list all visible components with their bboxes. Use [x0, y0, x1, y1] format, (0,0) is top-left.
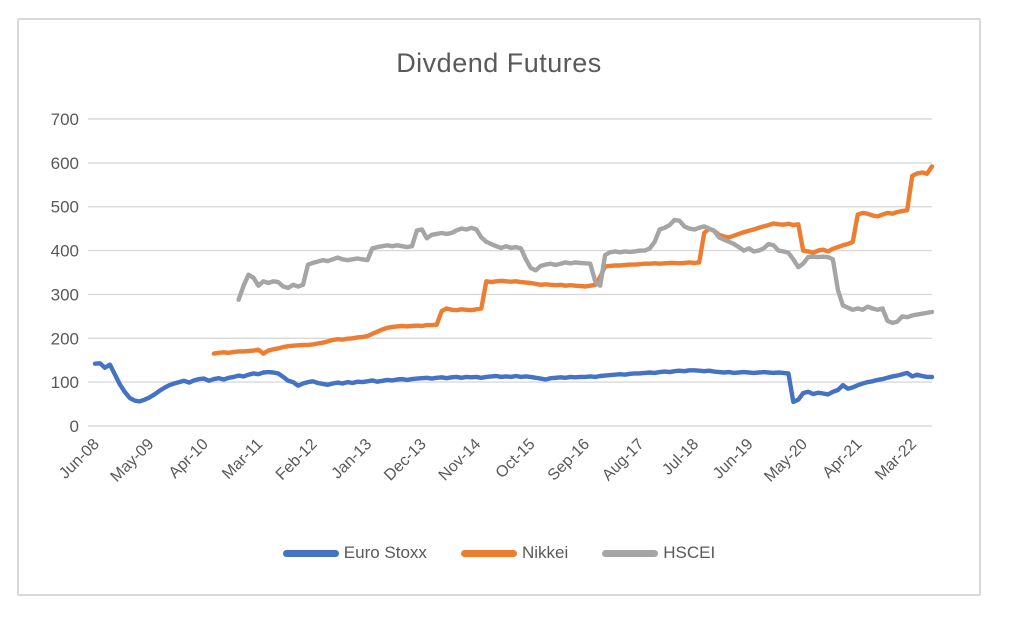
y-tick-label: 700	[51, 110, 79, 129]
legend-label-hscei: HSCEI	[663, 543, 716, 562]
y-tick-label: 400	[51, 242, 79, 261]
chart-title: Divdend Futures	[396, 48, 602, 78]
x-tick-label: Apr-21	[820, 436, 866, 482]
x-tick-label: Jul-18	[659, 436, 702, 479]
legend-label-euro-stoxx: Euro Stoxx	[343, 543, 427, 562]
x-tick-label: Apr-10	[166, 436, 212, 482]
y-tick-label: 600	[51, 154, 79, 173]
x-tick-label: May-20	[761, 436, 811, 486]
euro-stoxx-line-swatch-icon	[282, 549, 339, 557]
chart-frame	[17, 18, 981, 596]
x-tick-label: Mar-22	[872, 436, 920, 484]
hscei-line-swatch-icon	[602, 549, 659, 557]
x-tick-label: Feb-12	[273, 436, 321, 484]
y-tick-label: 500	[51, 198, 79, 217]
legend-item-euro-stoxx: Euro Stoxx	[282, 543, 427, 563]
x-tick-label: Sep-16	[545, 436, 594, 485]
x-tick-label: Mar-11	[219, 436, 266, 483]
series-line-nikkei	[211, 164, 935, 356]
x-tick-label: Dec-13	[381, 436, 430, 485]
x-tick-label: Jan-13	[329, 436, 376, 483]
legend-label-nikkei: Nikkei	[521, 543, 569, 562]
x-tick-label: May-09	[108, 436, 158, 486]
y-tick-label: 100	[51, 373, 79, 392]
x-tick-label: Jun-08	[56, 436, 103, 483]
x-tick-label: Aug-17	[599, 436, 648, 485]
x-tick-label: Nov-14	[436, 436, 485, 485]
legend-item-nikkei: Nikkei	[460, 543, 569, 563]
nikkei-line-swatch-icon	[460, 549, 517, 557]
series-line-euro-stoxx	[92, 361, 935, 405]
x-tick-label: Jun-19	[710, 436, 757, 483]
y-tick-label: 200	[51, 329, 79, 348]
x-tick-label: Oct-15	[493, 436, 539, 482]
legend-item-hscei: HSCEI	[602, 543, 715, 563]
y-tick-label: 300	[51, 285, 79, 304]
chart-legend: Euro Stoxx Nikkei HSCEI	[17, 543, 981, 563]
series-line-hscei	[236, 217, 935, 326]
y-tick-label: 0	[70, 417, 79, 436]
